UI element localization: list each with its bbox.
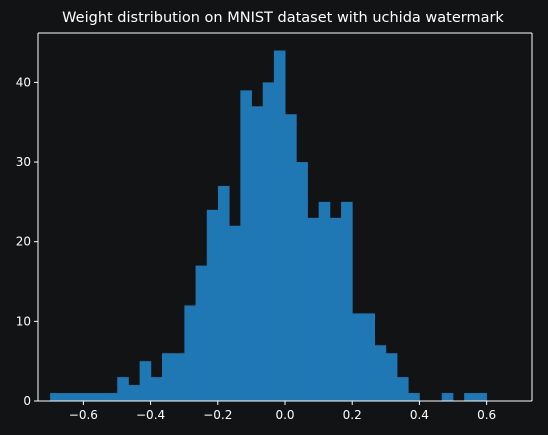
histogram-bar xyxy=(150,377,163,401)
x-tick-label: 0.6 xyxy=(477,408,496,422)
histogram-bar xyxy=(397,377,409,401)
x-tick-label: 0.2 xyxy=(343,408,362,422)
y-tick-label: 30 xyxy=(16,155,31,169)
x-tick-label: 0.0 xyxy=(275,408,294,422)
histogram-bar xyxy=(128,385,141,401)
histogram-bar xyxy=(464,393,476,401)
histogram-bar xyxy=(363,313,376,401)
histogram-bar xyxy=(341,201,353,401)
histogram-bar xyxy=(441,393,454,401)
histogram-bar xyxy=(50,393,62,401)
histogram-bar xyxy=(475,393,487,401)
histogram-bar xyxy=(139,361,152,401)
histogram-bar xyxy=(296,162,308,401)
histogram-bar xyxy=(374,345,387,401)
axes-frame xyxy=(37,32,533,402)
histogram-bars xyxy=(50,50,487,402)
y-tick-label: 10 xyxy=(16,314,31,328)
histogram-bar xyxy=(217,185,230,401)
x-tick-label: −0.2 xyxy=(203,408,232,422)
histogram-bar xyxy=(83,393,96,401)
histogram-bar xyxy=(262,82,275,401)
y-tick-label: 0 xyxy=(23,394,31,408)
histogram-bar xyxy=(162,353,174,401)
chart-title: Weight distribution on MNIST dataset wit… xyxy=(62,10,504,26)
histogram-bar xyxy=(352,313,364,401)
histogram-bar xyxy=(408,393,420,401)
histogram-bar xyxy=(385,353,398,401)
y-tick-label: 20 xyxy=(16,235,31,249)
histogram-bar xyxy=(229,225,241,401)
histogram-bar xyxy=(307,217,320,401)
histogram-bar xyxy=(184,305,196,401)
histogram-bar xyxy=(195,265,208,401)
x-tick-label: −0.4 xyxy=(136,408,165,422)
histogram-bar xyxy=(329,217,342,401)
y-tick-label: 40 xyxy=(16,75,31,89)
x-tick-label: −0.6 xyxy=(69,408,98,422)
histogram-bar xyxy=(318,201,331,401)
histogram-bar xyxy=(72,393,85,401)
y-axis-ticks: 0 10 20 30 40 xyxy=(16,75,38,408)
histogram-bar xyxy=(94,393,107,401)
histogram-bar xyxy=(173,353,185,401)
histogram-bar xyxy=(240,90,252,401)
histogram-bar xyxy=(117,377,129,401)
histogram-bar xyxy=(106,393,118,401)
histogram-bar xyxy=(61,393,73,401)
histogram-bar xyxy=(273,50,286,402)
histogram-bar xyxy=(285,114,297,401)
x-tick-label: 0.4 xyxy=(410,408,429,422)
histogram-bar xyxy=(206,209,219,401)
histogram-bar xyxy=(251,106,264,401)
x-axis-ticks: −0.6 −0.4 −0.2 0.0 0.2 0.4 0.6 xyxy=(69,401,496,422)
